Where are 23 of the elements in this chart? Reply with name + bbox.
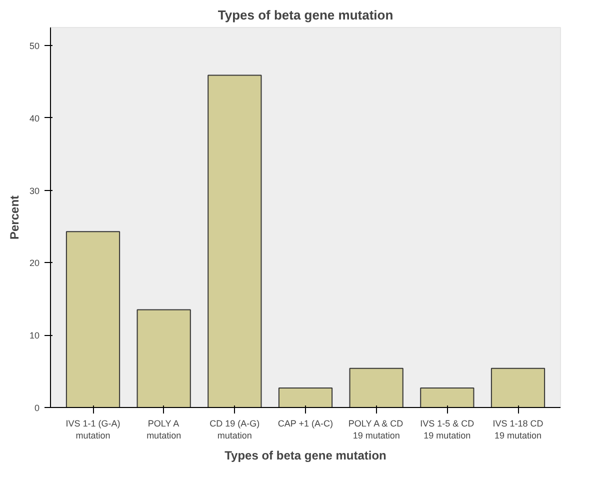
x-tick-label: IVS 1-5 & CD 19 mutation bbox=[420, 418, 475, 440]
x-tick-label: POLY A mutation bbox=[146, 418, 182, 440]
bar bbox=[278, 387, 333, 408]
x-tick-label: POLY A & CD 19 mutation bbox=[348, 418, 404, 440]
y-tick-label: 30 bbox=[29, 186, 40, 196]
bar bbox=[420, 387, 474, 408]
x-tick-label: IVS 1-1 (G-A) mutation bbox=[66, 418, 120, 440]
y-tick-label: 40 bbox=[29, 113, 40, 124]
chart-title: Types of beta gene mutation bbox=[218, 8, 394, 22]
x-tick-label: CD 19 (A-G) mutation bbox=[210, 418, 260, 440]
x-tick-label: IVS 1-18 CD 19 mutation bbox=[492, 418, 544, 440]
bar bbox=[136, 309, 191, 408]
y-axis-title: Percent bbox=[7, 195, 22, 240]
y-tick-label: 50 bbox=[29, 41, 40, 52]
bar bbox=[66, 231, 120, 408]
x-axis-title: Types of beta gene mutation bbox=[224, 448, 386, 462]
y-tick-label: 0 bbox=[34, 403, 40, 413]
y-tick-label: 20 bbox=[29, 258, 40, 268]
y-tick-label: 10 bbox=[29, 330, 40, 341]
bar bbox=[349, 368, 404, 408]
x-tick-label: CAP +1 (A-C) bbox=[278, 418, 333, 428]
bar bbox=[208, 74, 262, 408]
bar bbox=[490, 368, 546, 408]
